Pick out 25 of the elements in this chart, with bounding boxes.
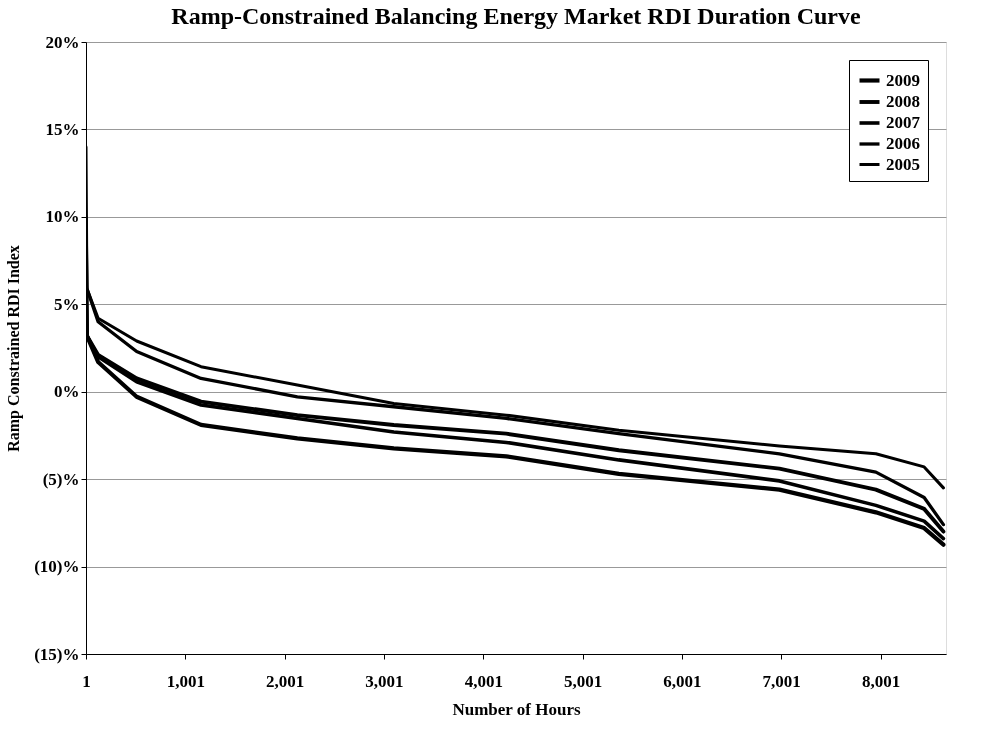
legend-label: 2006: [886, 134, 920, 153]
x-axis-title: Number of Hours: [452, 699, 581, 719]
x-tick-label: 1,001: [166, 671, 205, 691]
y-tick-label: 15%: [45, 119, 80, 139]
y-axis-title: Ramp Constrained RDI Index: [5, 245, 24, 452]
x-tick-label: 6,001: [663, 671, 702, 691]
y-tick-label: (10)%: [34, 557, 80, 577]
y-tick-label: 10%: [45, 207, 80, 227]
y-tick-label: (5)%: [42, 469, 80, 489]
y-tick-label: 5%: [54, 294, 80, 314]
x-tick-label: 4,001: [464, 671, 503, 691]
legend-label: 2005: [886, 154, 920, 174]
x-tick-label: 5,001: [563, 671, 603, 691]
x-tick-label: 1: [82, 671, 91, 691]
y-tick-label: 20%: [45, 32, 80, 52]
legend-label: 2009: [886, 70, 920, 90]
x-tick-label: 3,001: [365, 671, 404, 691]
x-tick-label: 8,001: [861, 671, 901, 691]
x-tick-label: 2,001: [266, 671, 305, 691]
y-tick-label: 0%: [54, 382, 80, 402]
legend-label: 2007: [886, 113, 921, 132]
legend-label: 2008: [886, 92, 920, 111]
y-tick-label: (15)%: [34, 644, 80, 664]
x-tick-label: 7,001: [762, 671, 801, 691]
chart-title: Ramp-Constrained Balancing Energy Market RDI Duration Curve: [171, 3, 861, 29]
